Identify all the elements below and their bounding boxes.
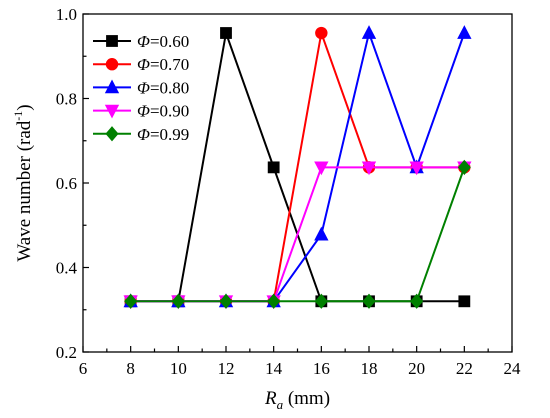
data-point	[315, 26, 328, 40]
y-tick-label: 0.4	[56, 259, 78, 278]
legend-value: =0.90	[150, 102, 189, 121]
legend-value: =0.60	[150, 32, 189, 51]
legend-entry: Φ=0.70	[93, 55, 189, 74]
legend-entry: Φ=0.60	[93, 32, 189, 51]
legend-entry: Φ=0.99	[93, 125, 189, 144]
data-point	[219, 293, 233, 309]
data-point	[124, 293, 138, 309]
legend: Φ=0.60Φ=0.70Φ=0.80Φ=0.90Φ=0.99	[93, 32, 189, 144]
legend-symbol: Φ	[137, 55, 150, 74]
legend-label: Φ=0.60	[137, 32, 189, 51]
y-axis-end: )	[14, 104, 35, 110]
x-tick-label: 10	[170, 359, 187, 378]
data-point	[220, 27, 232, 39]
y-axis-main: Wave number (rad	[14, 120, 35, 261]
legend-label: Φ=0.90	[137, 102, 189, 121]
legend-marker	[104, 79, 120, 94]
x-tick-label: 24	[504, 359, 522, 378]
y-tick-label: 0.2	[56, 343, 77, 362]
data-point	[267, 293, 281, 309]
x-axis-unit: (mm)	[283, 388, 330, 409]
x-tick-label: 20	[408, 359, 425, 378]
x-axis-symbol: R	[264, 388, 277, 409]
data-point	[457, 159, 471, 175]
data-point	[409, 161, 424, 176]
x-tick-label: 16	[313, 359, 330, 378]
legend-label: Φ=0.80	[137, 78, 189, 97]
legend-value: =0.70	[150, 55, 189, 74]
x-axis-title: Ra (mm)	[264, 388, 330, 412]
legend-label: Φ=0.99	[137, 125, 189, 144]
series-layer	[123, 25, 472, 310]
y-tick-label: 0.8	[56, 90, 77, 109]
legend-symbol: Φ	[137, 78, 150, 97]
legend-marker	[105, 57, 119, 71]
legend-symbol: Φ	[137, 32, 150, 51]
series-line	[130, 167, 466, 303]
series	[124, 159, 471, 309]
x-axis-subscript: a	[277, 397, 284, 412]
data-point	[361, 25, 377, 39]
data-point	[171, 293, 185, 309]
data-point	[361, 161, 377, 176]
x-tick-label: 12	[218, 359, 235, 378]
x-tick-label: 22	[456, 359, 473, 378]
series-line	[130, 166, 465, 303]
legend-entry: Φ=0.80	[93, 78, 189, 97]
x-tick-label: 6	[79, 359, 88, 378]
legend-marker	[105, 126, 119, 142]
data-point	[314, 161, 329, 176]
ticks-layer: 6 8 10 12 14 16 18 20 22 24 0.2 0.4 0.6 0.8 1.0	[56, 5, 521, 378]
y-axis-title: Wave number (rad-1)	[11, 104, 35, 261]
legend-value: =0.99	[150, 125, 189, 144]
plot-frame	[82, 13, 513, 353]
data-point	[458, 295, 471, 308]
legend-marker	[104, 104, 120, 119]
data-point	[410, 293, 424, 309]
x-tick-label: 8	[126, 359, 135, 378]
data-point	[314, 293, 328, 309]
legend-value: =0.80	[150, 78, 189, 97]
x-tick-label: 14	[265, 359, 283, 378]
y-tick-label: 0.6	[56, 174, 77, 193]
x-tick-label: 18	[361, 359, 378, 378]
data-point	[267, 161, 280, 174]
legend-entry: Φ=0.90	[93, 102, 189, 121]
series	[123, 161, 472, 310]
legend-marker	[106, 35, 118, 47]
data-point	[314, 226, 329, 241]
data-point	[362, 293, 376, 309]
y-axis-superscript: -1	[11, 111, 25, 121]
legend-symbol: Φ	[137, 102, 150, 121]
legend-symbol: Φ	[137, 125, 150, 144]
y-tick-label: 1.0	[56, 5, 77, 24]
legend-label: Φ=0.70	[137, 55, 189, 74]
data-point	[457, 25, 472, 39]
